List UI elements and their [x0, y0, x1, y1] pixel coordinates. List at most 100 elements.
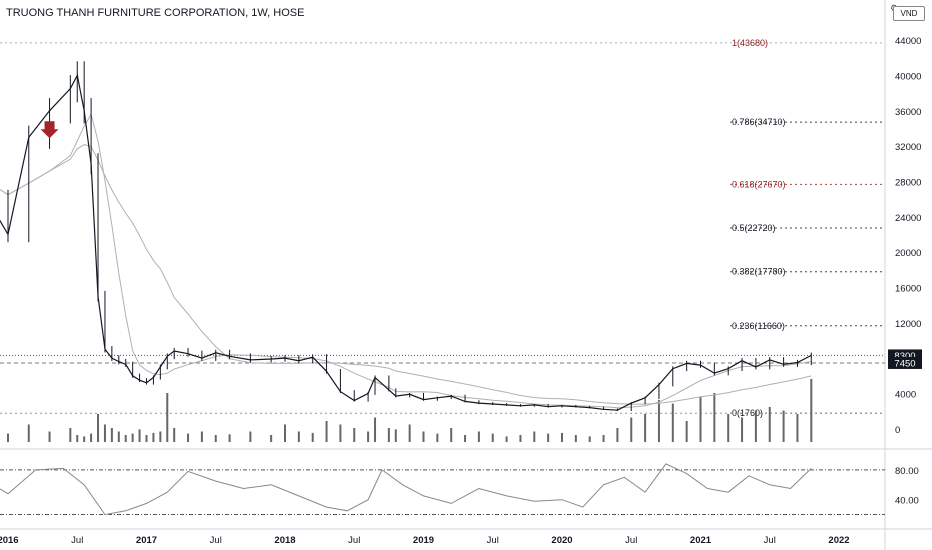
- volume-bar: [325, 421, 328, 442]
- time-tick-label: 2016: [0, 535, 19, 546]
- volume-bar: [152, 432, 155, 442]
- volume-bar: [270, 435, 273, 442]
- volume-bar: [311, 432, 314, 442]
- volume-bar: [644, 414, 647, 442]
- down-arrow-marker: [40, 121, 59, 139]
- price-tick-label: 16000: [895, 283, 921, 294]
- time-tick-label: Jul: [71, 535, 83, 546]
- price-series: [0, 61, 812, 411]
- time-tick-label: 2018: [274, 535, 295, 546]
- volume-bar: [602, 435, 605, 442]
- time-tick-label: Jul: [764, 535, 776, 546]
- volume-bar: [519, 435, 522, 442]
- volume-bar: [7, 433, 9, 442]
- volume-bar: [561, 432, 563, 442]
- chart-title: TRUONG THANH FURNITURE CORPORATION, 1W, …: [6, 7, 305, 19]
- price-close-line: [0, 73, 812, 411]
- volume-bar: [339, 424, 342, 442]
- volume-bar: [616, 428, 619, 442]
- currency-toggle[interactable]: VND: [893, 6, 925, 21]
- fib-label: 0(1760): [732, 408, 763, 418]
- fibonacci-levels: 1(43680) 0.786(34710) 0.618(27670) 0.5(2272…: [0, 38, 885, 418]
- volume-bar: [297, 431, 300, 442]
- volume-bar: [588, 436, 591, 442]
- volume-bar: [124, 435, 127, 442]
- volume-bar: [374, 417, 377, 442]
- volume-bar: [699, 396, 702, 442]
- fib-label: 1(43680): [732, 38, 768, 48]
- volume-bar: [796, 414, 799, 442]
- time-tick-label: Jul: [348, 535, 360, 546]
- volume-bar: [284, 424, 286, 442]
- volume-bar: [103, 424, 106, 442]
- volume-bar: [671, 403, 674, 442]
- fib-label: 0.382(17780): [732, 267, 786, 277]
- volume-bar: [547, 433, 550, 442]
- axes: 0400080001200016000200002400028000320003…: [0, 36, 921, 546]
- price-tick-label: 12000: [895, 319, 921, 330]
- fib-label: 0.618(27670): [732, 179, 786, 189]
- volume-bar: [214, 435, 217, 442]
- volume-bar: [464, 435, 467, 442]
- volume-bar: [117, 431, 120, 442]
- volume-bar: [97, 414, 100, 442]
- volume-bar: [422, 431, 425, 442]
- volume-bar: [533, 431, 536, 442]
- price-tick-label: 32000: [895, 142, 921, 153]
- volume-bar: [810, 379, 813, 442]
- volume-bar: [477, 431, 480, 442]
- volume-bar: [491, 433, 494, 442]
- volume-bar: [173, 428, 176, 442]
- time-tick-label: 2019: [413, 535, 434, 546]
- volume-bar: [159, 431, 162, 442]
- rsi-tick-label: 40.00: [895, 496, 919, 507]
- price-tick-label: 4000: [895, 389, 916, 400]
- volume-bar: [187, 433, 190, 442]
- price-tick-label: 44000: [895, 36, 921, 47]
- volume-bar: [450, 428, 453, 442]
- price-tick-label: 24000: [895, 213, 921, 224]
- fib-label: 0.786(34710): [732, 117, 786, 127]
- volume-bar: [48, 431, 51, 442]
- volume-bar: [138, 429, 141, 442]
- ma-fast-line: [0, 113, 812, 409]
- volume-bar: [505, 436, 508, 442]
- price-tag-box: [888, 356, 922, 369]
- volume-bar: [200, 431, 203, 442]
- volume-bar: [110, 428, 113, 442]
- volume-bar: [69, 428, 72, 442]
- volume-bar: [166, 393, 169, 442]
- volume-bar: [387, 428, 390, 442]
- price-tick-label: 40000: [895, 71, 921, 82]
- time-tick-label: Jul: [625, 535, 637, 546]
- volume-bar: [574, 435, 577, 442]
- volume-bar: [228, 434, 231, 442]
- volume-bar: [768, 407, 771, 442]
- volume-bar: [727, 414, 730, 442]
- price-tick-label: 20000: [895, 248, 921, 259]
- volume-bar: [353, 428, 356, 442]
- ma-slow-line: [0, 144, 812, 405]
- time-tick-label: 2022: [828, 535, 849, 546]
- volume-bar: [685, 421, 688, 442]
- volume-bar: [249, 431, 252, 442]
- fib-label: 0.236(11660): [732, 321, 785, 331]
- time-tick-label: 2020: [551, 535, 572, 546]
- volume-bar: [27, 424, 30, 442]
- volume-bar: [782, 410, 785, 442]
- price-tick-label: 0: [895, 425, 900, 436]
- price-tick-label: 28000: [895, 177, 921, 188]
- time-tick-label: 2021: [690, 535, 712, 546]
- time-tick-label: Jul: [487, 535, 499, 546]
- moving-average-lines: [0, 113, 812, 409]
- rsi-series: [0, 463, 885, 516]
- volume-bar: [741, 417, 744, 442]
- rsi-line: [0, 463, 812, 516]
- fib-label: 0.5(22720): [732, 223, 776, 233]
- volume-bar: [90, 433, 93, 442]
- volume-bar: [131, 433, 134, 442]
- rsi-tick-label: 80.00: [895, 466, 919, 477]
